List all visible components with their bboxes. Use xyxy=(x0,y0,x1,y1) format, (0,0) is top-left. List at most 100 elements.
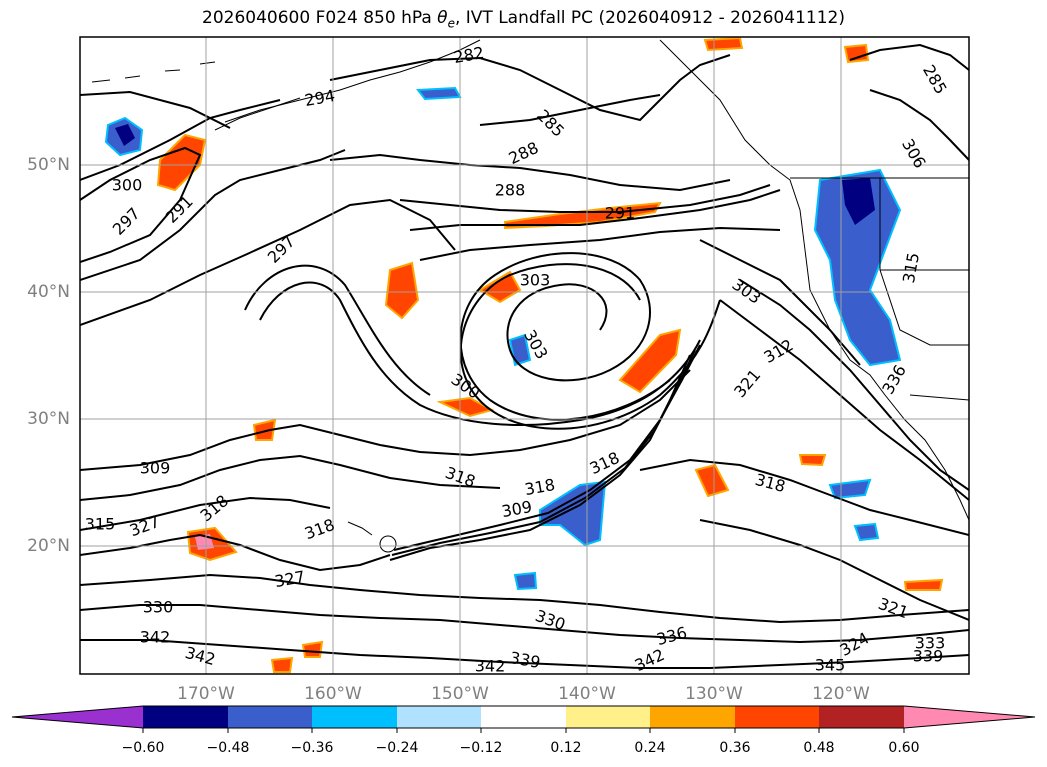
orange-patch-low xyxy=(478,270,522,304)
blue-patch-far-se xyxy=(853,522,880,542)
blue-patch-alaska xyxy=(416,86,462,101)
red-patch-nw-coast xyxy=(843,43,870,64)
jet-line xyxy=(393,344,701,551)
orange-patch-far-se xyxy=(903,578,944,591)
orange-patch-se-corner xyxy=(798,454,827,467)
graticule xyxy=(80,37,969,674)
lon-axis-labels: 170°W 160°W 150°W 140°W 130°W 120°W xyxy=(177,684,870,704)
lat-label-40: 40°N xyxy=(27,282,70,302)
contour-label: 330 xyxy=(143,598,174,617)
lat-label-30: 30°N xyxy=(27,409,70,429)
colorbar-tick-label: 0.24 xyxy=(634,740,665,756)
lon-label-170w: 170°W xyxy=(177,684,235,704)
orange-patch-w-mid xyxy=(252,418,277,441)
coastlines xyxy=(91,39,969,553)
navy-core-gulf xyxy=(115,124,135,146)
contour-label: 339 xyxy=(913,647,944,666)
mexico-border xyxy=(909,394,969,401)
alaska-peninsula xyxy=(214,97,301,131)
colorbar-tick-label: 0.60 xyxy=(888,740,919,756)
contour-label: 303 xyxy=(520,271,551,290)
blue-patch-south xyxy=(513,571,538,591)
contour-line xyxy=(80,99,281,181)
contour-line xyxy=(259,281,701,426)
contour-label: 288 xyxy=(495,181,526,200)
colorbar-under-arrow xyxy=(12,706,143,728)
colorbar-bin xyxy=(143,706,228,728)
contour-line xyxy=(869,89,969,161)
colorbar-bin xyxy=(650,706,735,728)
colorbar-bin xyxy=(228,706,312,728)
contour-line xyxy=(419,226,781,261)
contour-line xyxy=(80,146,202,263)
colorbar-tick-label: −0.36 xyxy=(291,740,334,756)
contour-label: 300 xyxy=(112,176,143,195)
orange-patch-mid-south xyxy=(301,640,324,658)
contour-line xyxy=(329,153,731,192)
lat-label-20: 20°N xyxy=(27,536,70,556)
contour-label: 333 xyxy=(915,634,946,653)
colorbar-tick-label: −0.60 xyxy=(122,740,165,756)
colorbar-tick-label: 0.36 xyxy=(719,740,750,756)
theta-e-contours xyxy=(80,43,969,669)
colorbar-tick-label: −0.12 xyxy=(460,740,503,756)
plot-title: 2026040600 F024 850 hPa θe, IVT Landfall… xyxy=(0,8,1047,30)
contour-line xyxy=(80,149,346,281)
colorbar-tick-label: 0.12 xyxy=(550,740,581,756)
theta-subscript: e xyxy=(447,16,455,31)
hawaii-island xyxy=(379,535,397,553)
lat-axis-labels: 50°N 40°N 30°N 20°N xyxy=(27,155,70,556)
colorbar-bin xyxy=(312,706,397,728)
lon-label-130w: 130°W xyxy=(685,684,743,704)
title-prefix: 2026040600 F024 850 hPa xyxy=(202,8,438,28)
colorbar-bin xyxy=(819,706,904,728)
blue-patch-west-coast xyxy=(813,168,902,367)
contour-line xyxy=(80,454,501,501)
contour-line xyxy=(849,43,969,71)
contour-line xyxy=(699,519,969,621)
contour-label: 309 xyxy=(140,459,171,478)
contour-label: 291 xyxy=(605,204,636,223)
colorbar-over-arrow xyxy=(904,706,1035,728)
contour-label: 342 xyxy=(140,628,171,647)
navy-core-coast xyxy=(842,178,875,225)
colorbar-tick-label: −0.24 xyxy=(376,740,419,756)
orange-patch-south xyxy=(270,656,294,673)
contour-line xyxy=(80,604,969,644)
contour-label: 315 xyxy=(85,515,116,534)
contour-line xyxy=(639,458,969,536)
contour-line xyxy=(80,533,391,572)
contour-line xyxy=(80,573,969,624)
contour-line xyxy=(244,264,431,396)
contour-line xyxy=(699,239,861,366)
map-panel xyxy=(80,37,969,674)
orange-patch-east xyxy=(694,463,730,498)
contour-line xyxy=(719,299,969,501)
lon-label-160w: 160°W xyxy=(304,684,362,704)
contour-line xyxy=(409,189,781,231)
colorbar-bin xyxy=(397,706,481,728)
colorbar-bin xyxy=(481,706,566,728)
colorbar-bin xyxy=(566,706,650,728)
contour-line xyxy=(739,279,969,491)
contour-label: 345 xyxy=(815,656,846,675)
contour-label: 342 xyxy=(475,657,506,676)
colorbar-tick-label: 0.48 xyxy=(803,740,834,756)
lon-label-140w: 140°W xyxy=(558,684,616,704)
theta-symbol: θ xyxy=(437,8,448,28)
lat-label-50: 50°N xyxy=(27,155,70,175)
contour-line xyxy=(80,496,331,531)
title-suffix: , IVT Landfall PC (2026040912 - 20260411… xyxy=(454,8,845,28)
lon-label-150w: 150°W xyxy=(431,684,489,704)
contour-line xyxy=(80,639,969,669)
plot-frame xyxy=(79,36,970,675)
orange-patch-center xyxy=(384,261,420,320)
contour-line xyxy=(479,94,661,126)
red-patch-top xyxy=(703,37,744,52)
contour-line xyxy=(329,54,731,122)
state-border-3 xyxy=(879,269,969,346)
north-america-coast xyxy=(659,39,969,521)
hawaii-chain xyxy=(347,521,373,536)
colorbar-bin xyxy=(735,706,819,728)
